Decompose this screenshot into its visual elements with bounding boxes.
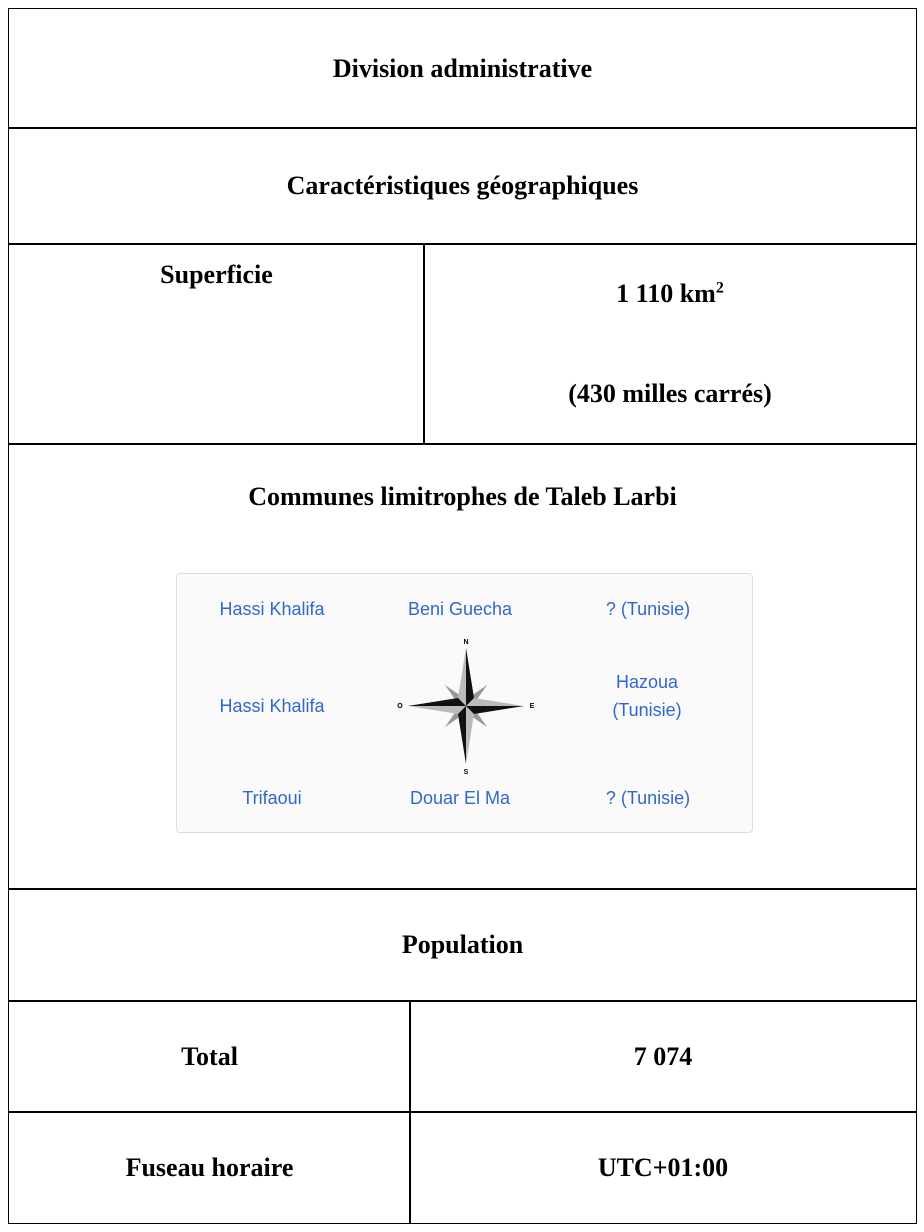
compass-label: S bbox=[464, 769, 469, 776]
link[interactable]: Douar El Ma bbox=[409, 788, 511, 808]
neighbors-box: Hassi Khalifa Beni Guecha ? (Tunisie) Ha… bbox=[176, 573, 753, 833]
value-cell: 1 110 km2 (430 milles carrés) bbox=[423, 243, 917, 445]
value: 1 110 km2 bbox=[616, 279, 724, 309]
value-cell: 7 074 bbox=[409, 1000, 917, 1113]
link[interactable]: Beni Guecha bbox=[407, 599, 513, 619]
label: Superficie bbox=[160, 260, 273, 289]
superscript: 2 bbox=[715, 279, 724, 297]
link[interactable]: Trifaoui bbox=[242, 788, 302, 808]
section-title: Population bbox=[401, 930, 524, 959]
section-cell: Caractéristiques géographiques bbox=[8, 127, 917, 245]
value: UTC+01:00 bbox=[597, 1152, 729, 1182]
compass-label: E bbox=[530, 703, 535, 710]
section-title: Caractéristiques géographiques bbox=[286, 171, 639, 200]
value-text: 1 110 km bbox=[616, 279, 716, 308]
link[interactable]: Hassi Khalifa bbox=[219, 599, 325, 619]
value-alt: (430 milles carrés) bbox=[568, 379, 772, 408]
compass-label: N bbox=[463, 639, 468, 646]
label: Total bbox=[181, 1041, 238, 1071]
link[interactable]: ? (Tunisie) bbox=[605, 599, 691, 619]
link[interactable]: Hazoua (Tunisie) bbox=[612, 672, 682, 720]
link[interactable]: Hassi Khalifa bbox=[219, 696, 325, 716]
compass-label: O bbox=[397, 703, 403, 710]
header-cell: Division administrative bbox=[8, 8, 917, 129]
label: Fuseau horaire bbox=[125, 1152, 294, 1182]
neighbors-cell bbox=[8, 443, 917, 890]
neighbors-title: Communes limitrophes de Taleb Larbi bbox=[248, 482, 677, 511]
section-cell: Population bbox=[8, 888, 917, 1002]
label-cell: Total bbox=[8, 1000, 411, 1113]
compass: N E S O bbox=[397, 639, 535, 776]
label-cell: Superficie bbox=[8, 243, 425, 445]
label-cell: Fuseau horaire bbox=[8, 1111, 411, 1224]
link[interactable]: ? (Tunisie) bbox=[605, 788, 691, 808]
value-cell: UTC+01:00 bbox=[409, 1111, 917, 1224]
header: Division administrative bbox=[332, 53, 593, 83]
value: 7 074 bbox=[633, 1041, 693, 1071]
